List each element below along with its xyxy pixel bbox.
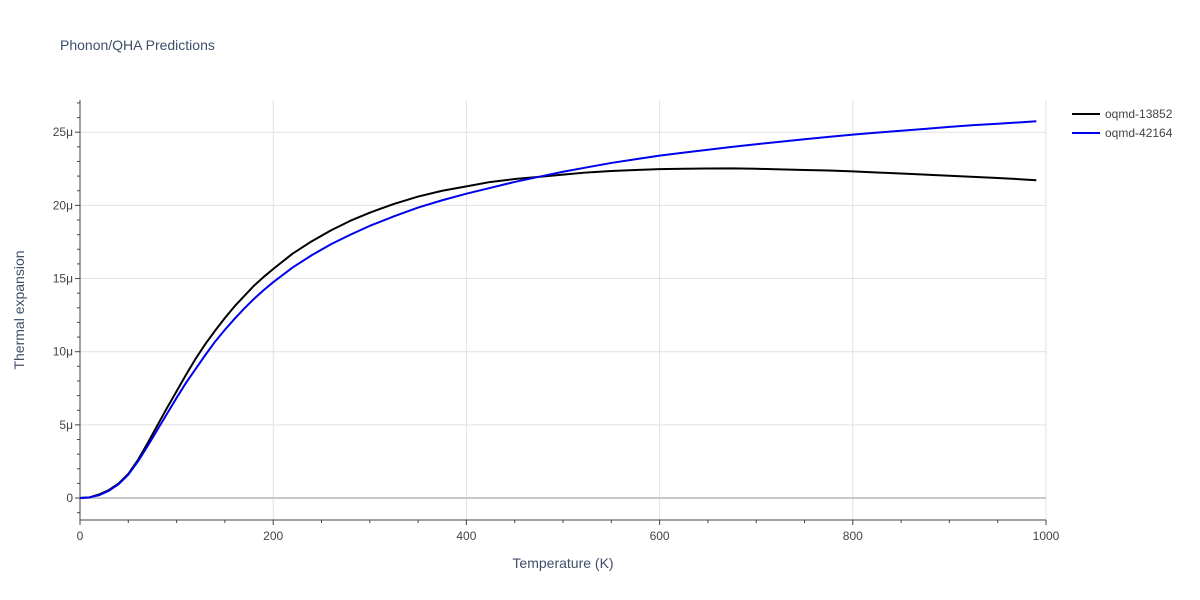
x-tick-label: 800 — [843, 529, 863, 543]
y-tick-label: 15μ — [53, 272, 73, 286]
legend-label: oqmd-13852 — [1105, 107, 1173, 121]
y-tick-label: 20μ — [53, 198, 73, 212]
x-tick-label: 1000 — [1033, 529, 1060, 543]
x-tick-label: 200 — [263, 529, 283, 543]
legend: oqmd-13852 oqmd-42164 — [1072, 107, 1173, 140]
x-tick-label: 0 — [77, 529, 84, 543]
chart-title: Phonon/QHA Predictions — [60, 37, 215, 53]
series-layer — [79, 120, 1037, 500]
grid-layer — [80, 100, 1047, 520]
y-tick-label: 25μ — [53, 125, 73, 139]
x-tick-label: 600 — [650, 529, 670, 543]
y-axis-title: Thermal expansion — [11, 250, 27, 369]
legend-item-2[interactable]: oqmd-42164 — [1072, 126, 1173, 140]
y-tick-label: 5μ — [59, 418, 73, 432]
x-axis-title: Temperature (K) — [512, 555, 613, 571]
axis-layer: 0 200 400 600 800 1000 0 5μ 10μ 15μ 20μ 25μ — [53, 100, 1060, 543]
y-tick-label: 10μ — [53, 345, 73, 359]
series-line-2 — [79, 120, 1037, 500]
series-line-1 — [79, 167, 1037, 500]
legend-item-1[interactable]: oqmd-13852 — [1072, 107, 1173, 121]
x-tick-label: 400 — [456, 529, 476, 543]
legend-label: oqmd-42164 — [1105, 126, 1173, 140]
y-tick-label: 0 — [66, 491, 73, 505]
